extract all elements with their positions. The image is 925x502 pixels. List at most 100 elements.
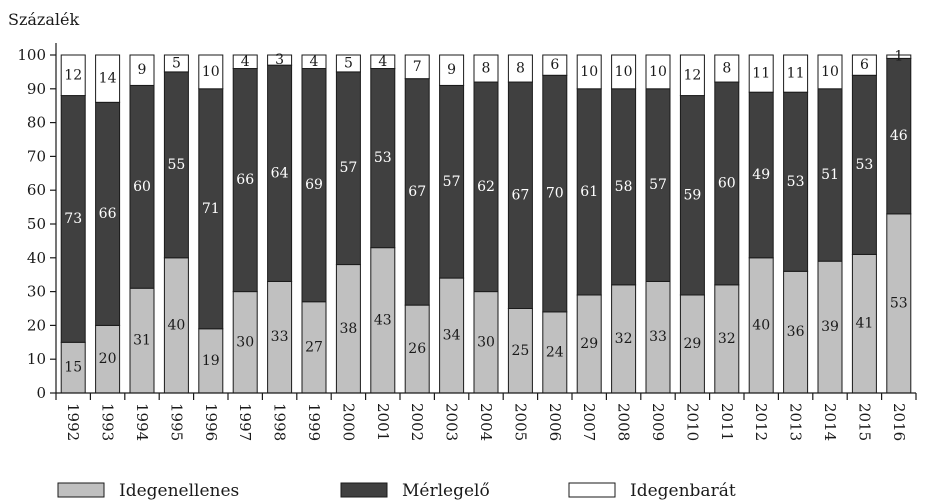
x-tick-label: 2004 — [477, 403, 495, 441]
data-label: 20 — [99, 351, 117, 367]
bar-segment — [60, 54, 86, 97]
bar-segment — [95, 101, 121, 326]
bar-segment — [748, 257, 774, 394]
data-label: 26 — [408, 341, 426, 357]
x-tick-label: 2002 — [408, 403, 426, 441]
data-label: 57 — [339, 160, 357, 176]
bar-segment — [542, 74, 568, 313]
data-label: 12 — [683, 67, 701, 83]
data-label: 49 — [752, 167, 770, 183]
x-tick-label: 2015 — [855, 403, 873, 441]
bar-segment — [783, 54, 809, 93]
bar-segment — [404, 54, 430, 80]
legend-swatch — [57, 482, 105, 498]
bar-segment — [679, 54, 705, 97]
data-label: 55 — [167, 157, 185, 173]
bar-segment — [473, 54, 499, 83]
data-label: 69 — [305, 177, 323, 193]
data-label: 32 — [615, 331, 633, 347]
bar-segment — [542, 54, 568, 76]
bar-segment — [232, 291, 258, 394]
bar-segment — [851, 74, 877, 255]
x-tick-label: 1995 — [167, 403, 185, 441]
data-label: 8 — [722, 61, 731, 77]
x-tick-label: 2014 — [821, 403, 839, 441]
data-label: 30 — [236, 334, 254, 350]
data-label: 57 — [443, 174, 461, 190]
y-tick-label: 10 — [27, 350, 46, 368]
bar-segment — [507, 54, 533, 83]
data-label: 40 — [167, 317, 185, 333]
data-label: 46 — [890, 128, 908, 144]
bar-segment — [748, 91, 774, 259]
data-label: 58 — [615, 179, 633, 195]
data-label: 29 — [683, 336, 701, 352]
x-tick-label: 1992 — [64, 403, 82, 441]
data-label: 53 — [374, 150, 392, 166]
bar-segment — [611, 284, 637, 394]
bar-segment — [645, 54, 671, 90]
data-label: 53 — [890, 295, 908, 311]
data-label: 40 — [752, 317, 770, 333]
data-label: 24 — [546, 344, 564, 360]
legend-label: Idegenbarát — [630, 481, 736, 501]
bar-segment — [817, 54, 843, 90]
x-axis: 1992 1993 1994 1995 1996 1997 1998 1999 2000 2001… — [55, 392, 917, 441]
data-label: 10 — [615, 64, 633, 80]
legend: Idegenellenes Mérlegelő Idegenbarát — [57, 481, 736, 501]
bar-segment — [335, 71, 361, 266]
bar-segment — [404, 304, 430, 394]
bar-segment — [679, 294, 705, 394]
bar-segment — [267, 54, 293, 66]
data-label: 59 — [683, 187, 701, 203]
bar-segment — [507, 81, 533, 310]
data-label: 11 — [752, 66, 770, 82]
bar-segment — [163, 54, 189, 73]
data-label: 71 — [202, 201, 220, 217]
data-label: 38 — [339, 321, 357, 337]
data-label: 25 — [511, 343, 529, 359]
y-tick-label: 50 — [27, 215, 46, 233]
data-label: 14 — [99, 71, 117, 87]
legend-swatch — [340, 482, 388, 498]
bar-segment — [129, 54, 155, 86]
data-label: 43 — [374, 312, 392, 328]
y-tick-label: 0 — [36, 384, 46, 402]
y-tick-label: 90 — [27, 80, 46, 98]
data-label: 60 — [718, 175, 736, 191]
data-label: 10 — [821, 64, 839, 80]
x-tick-label: 2011 — [718, 403, 736, 441]
bar-segment — [576, 54, 602, 90]
data-label: 36 — [787, 324, 805, 340]
data-label: 53 — [787, 174, 805, 190]
bar-segment — [783, 91, 809, 272]
data-label: 19 — [202, 353, 220, 369]
bar-segment — [851, 54, 877, 76]
data-label: 6 — [550, 57, 559, 73]
data-label: 39 — [821, 319, 839, 335]
x-tick-label: 2008 — [615, 403, 633, 441]
bar-segment — [198, 328, 224, 394]
bar-segment — [163, 71, 189, 259]
data-label: 51 — [821, 167, 839, 183]
x-tick-label: 2005 — [511, 403, 529, 441]
bar-segment — [714, 54, 740, 83]
bar-segment — [645, 88, 671, 282]
data-label: 11 — [787, 66, 805, 82]
data-label: 10 — [649, 64, 667, 80]
data-label: 7 — [413, 59, 422, 75]
data-label: 31 — [133, 333, 151, 349]
data-label: 66 — [236, 172, 254, 188]
data-label: 67 — [408, 184, 426, 200]
data-label: 27 — [305, 339, 323, 355]
data-label: 67 — [511, 187, 529, 203]
data-label: 57 — [649, 177, 667, 193]
y-tick-label: 20 — [27, 316, 46, 334]
x-tick-label: 1994 — [133, 403, 151, 441]
bar-segment — [851, 253, 877, 394]
data-label: 12 — [64, 67, 82, 83]
data-label: 4 — [241, 54, 250, 70]
y-axis: 0 10 20 30 40 50 60 70 80 90 100 — [17, 43, 57, 402]
bar-segment — [163, 257, 189, 394]
